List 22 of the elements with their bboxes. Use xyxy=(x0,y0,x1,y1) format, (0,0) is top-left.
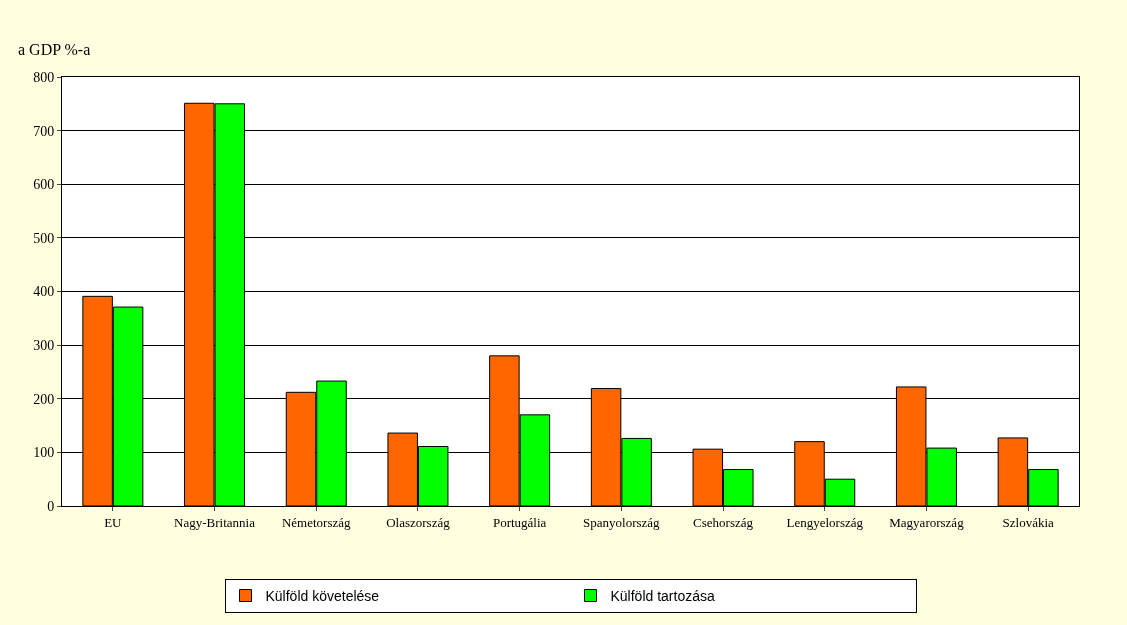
x-tick-label: EU xyxy=(104,514,123,530)
y-tick-label: 100 xyxy=(33,445,55,461)
y-tick-label: 700 xyxy=(33,123,55,139)
y-tick-label: 200 xyxy=(33,391,55,407)
y-tick-label: 0 xyxy=(47,498,55,514)
y-tick-label: 400 xyxy=(33,284,55,300)
y-axis-title: a GDP %-a xyxy=(18,41,91,58)
x-tick-label: Olaszország xyxy=(386,514,451,530)
x-tick-label: Spanyolország xyxy=(583,514,661,530)
x-tick-label: Nagy-Britannia xyxy=(174,514,256,530)
x-tick-label: Portugália xyxy=(492,514,547,530)
y-tick-label: 600 xyxy=(33,177,55,193)
y-tick-label: 800 xyxy=(33,69,55,85)
x-tick-label: Csehország xyxy=(693,514,754,530)
legend-label: Külföld tartozása xyxy=(610,587,715,604)
y-tick-label: 300 xyxy=(33,338,55,354)
x-tick-label: Németország xyxy=(281,514,352,530)
x-tick-label: Szlovákia xyxy=(1002,514,1055,530)
y-tick-label: 500 xyxy=(33,230,55,246)
legend-label: Külföld követelése xyxy=(265,587,380,604)
x-tick-label: Magyarország xyxy=(889,514,965,530)
x-tick-label: Lengyelország xyxy=(786,514,864,530)
